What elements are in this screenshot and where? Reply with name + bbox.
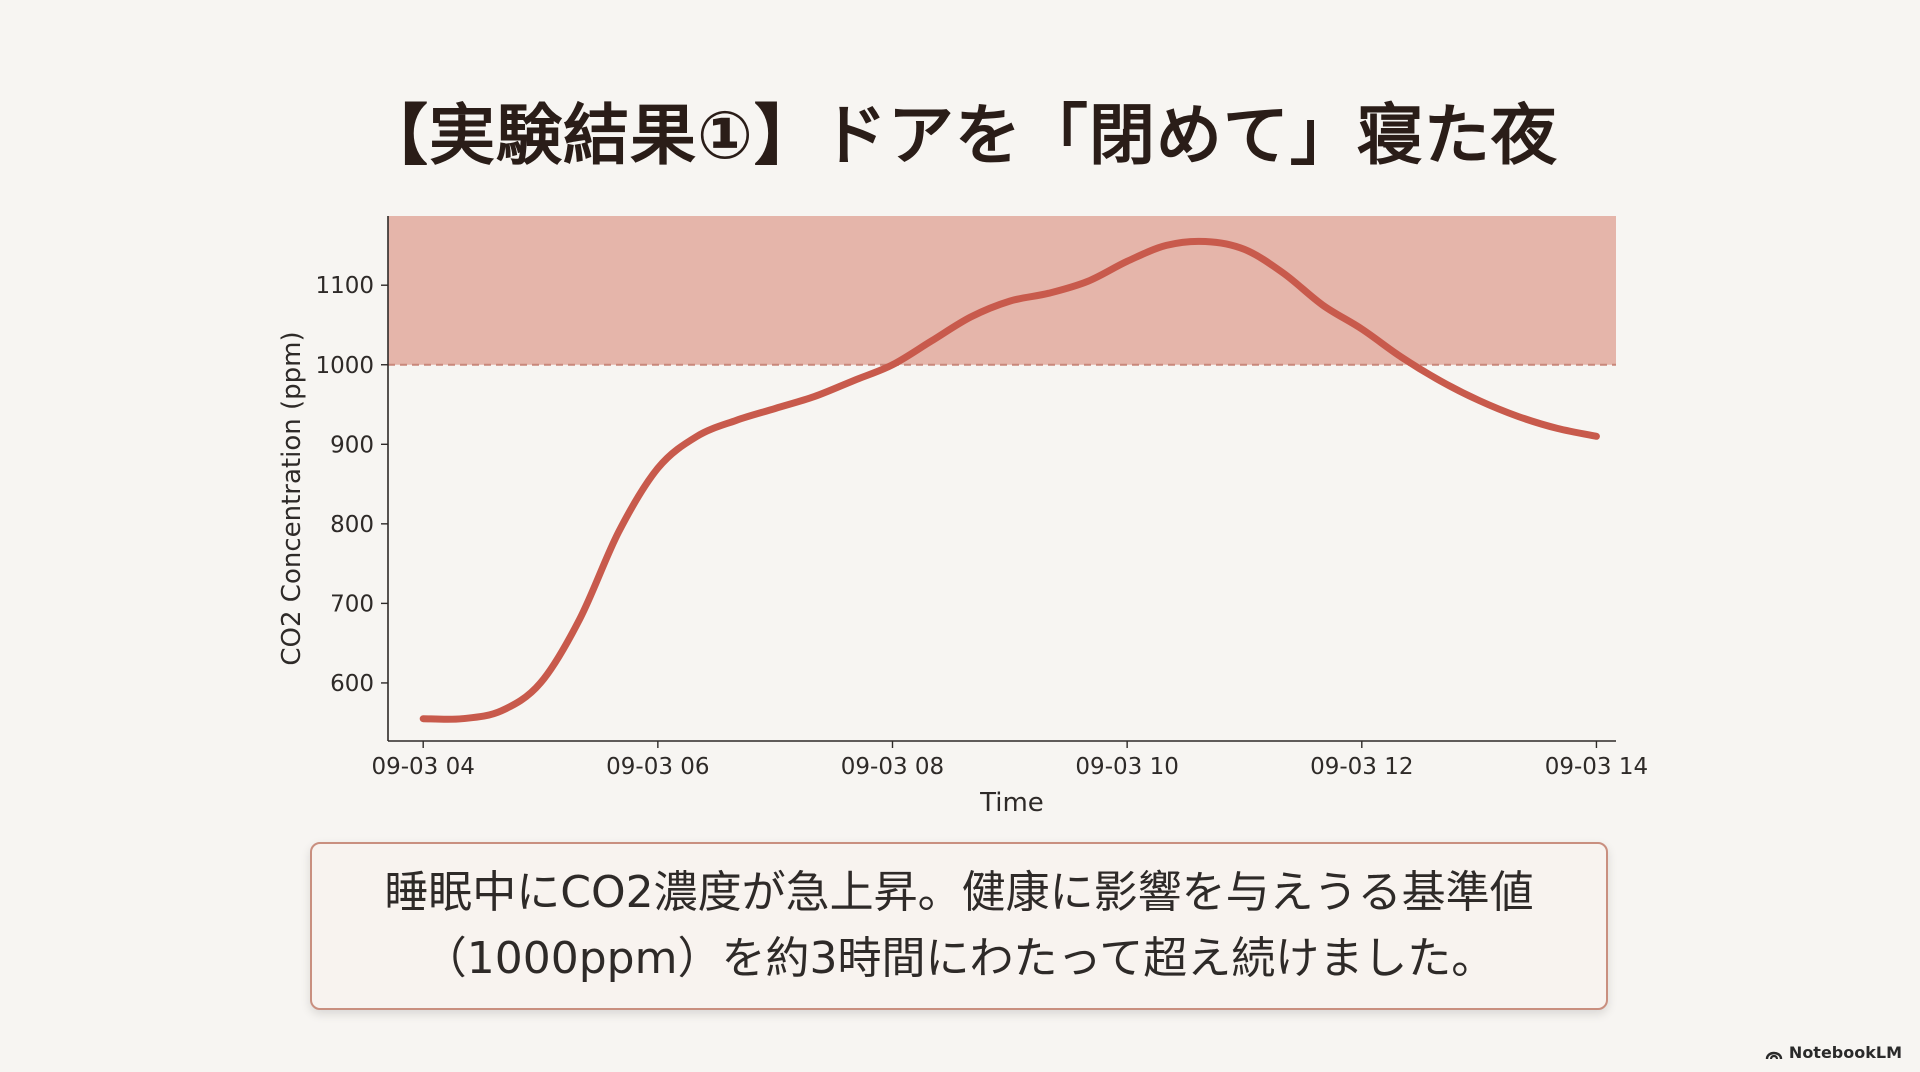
y-tick-label: 600 (330, 671, 374, 697)
y-axis-label: CO2 Concentration (ppm) (277, 331, 307, 665)
x-tick-label: 09-03 08 (841, 754, 944, 780)
x-axis-label: Time (979, 788, 1044, 818)
y-tick-label: 700 (330, 591, 374, 617)
caption-box: 睡眠中にCO2濃度が急上昇。健康に影響を与えうる基準値 （1000ppm）を約3… (310, 842, 1608, 1010)
y-tick-label: 1000 (315, 353, 374, 379)
x-tick-label: 09-03 04 (371, 754, 474, 780)
x-tick-label: 09-03 12 (1310, 754, 1413, 780)
x-tick-label: 09-03 06 (606, 754, 709, 780)
caption-line-1: 睡眠中にCO2濃度が急上昇。健康に影響を与えうる基準値 (384, 867, 1534, 918)
slide-title: 【実験結果①】ドアを「閉めて」寝た夜 (362, 97, 1558, 174)
threshold-band (388, 216, 1616, 365)
y-tick-label: 900 (330, 432, 374, 458)
co2-series-line (419, 237, 1600, 723)
x-tick-label: 09-03 14 (1545, 754, 1648, 780)
logo-text: NotebookLM (1788, 1043, 1902, 1062)
co2-line-chart: 600 700 800 900 1000 1100 09-03 04 09-03 06 09-0… (277, 216, 1648, 818)
caption-line-2: （1000ppm）を約3時間にわたって超え続けました。 (422, 933, 1496, 984)
notebooklm-logo: NotebookLM (1765, 1043, 1902, 1062)
notebooklm-icon (1765, 1051, 1783, 1059)
x-tick-label: 09-03 10 (1075, 754, 1178, 780)
y-tick-label: 1100 (315, 273, 374, 299)
y-tick-label: 800 (330, 512, 374, 538)
